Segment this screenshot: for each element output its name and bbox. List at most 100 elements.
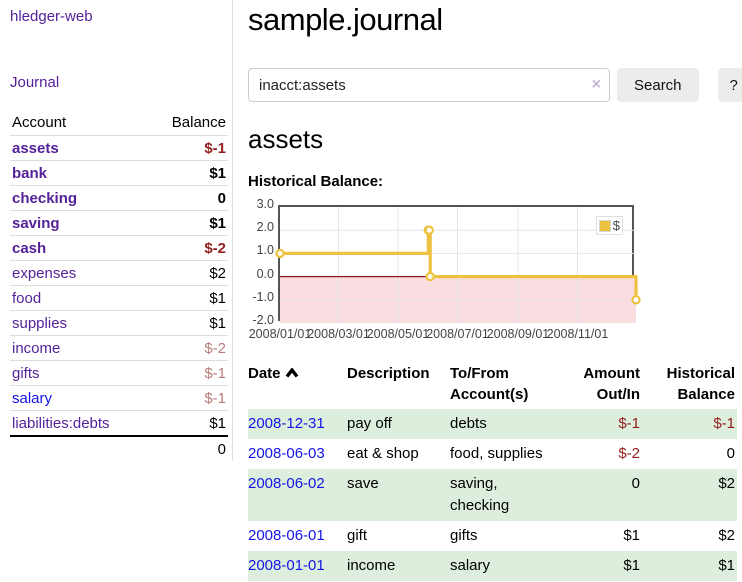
account-balance: $-1	[148, 385, 228, 411]
account-link[interactable]: gifts	[12, 364, 40, 382]
help-button[interactable]: ?	[717, 68, 742, 102]
account-link[interactable]: cash	[12, 239, 47, 257]
account-balance: 0	[148, 185, 228, 211]
accounts-total-value: 0	[148, 435, 228, 461]
transaction-amount: $-2	[618, 445, 640, 462]
transaction-amount: $-1	[578, 409, 642, 439]
x-tick-label: 2008/01/01	[248, 327, 312, 341]
transaction-date-link[interactable]: 2008-01-01	[248, 557, 325, 574]
register-table: Date Description To/From Account(s) Amou…	[248, 361, 737, 581]
transaction-accounts: debts	[450, 409, 578, 439]
y-tick-label: 3.0	[256, 197, 274, 211]
transaction-balance: $1	[642, 551, 737, 581]
accounts-header-balance: Balance	[171, 114, 226, 131]
register-table-body: 2008-12-31 pay off debts $-1 $-1 2008-06-03 ea…	[248, 409, 737, 581]
register-header-amount: Amount Out/In	[583, 365, 640, 403]
transaction-date-link[interactable]: 2008-12-31	[248, 415, 325, 432]
chart-canvas	[275, 207, 641, 323]
account-link[interactable]: saving	[12, 214, 60, 232]
transaction-amount: $1	[578, 551, 642, 581]
y-tick-label: -1.0	[252, 289, 274, 304]
account-balance: $1	[148, 410, 228, 436]
transaction-accounts: saving, checking	[450, 469, 578, 521]
journal-link[interactable]: Journal	[10, 74, 60, 91]
transaction-balance: $2	[718, 527, 735, 544]
transaction-date-link[interactable]: 2008-06-02	[248, 475, 325, 492]
x-tick-label: 2008/07/01	[426, 327, 489, 341]
account-link[interactable]: salary	[12, 389, 53, 407]
legend-swatch-icon	[598, 219, 611, 232]
account-row: salary $-1	[10, 385, 228, 411]
account-row: bank $1	[10, 160, 228, 186]
transaction-description: save	[347, 469, 450, 521]
transaction-description: eat & shop	[347, 445, 419, 462]
chart-x-axis: 2008/01/01 2008/03/01 2008/05/01 2008/07/01…	[249, 327, 638, 343]
chart-plot: $	[275, 205, 641, 323]
transaction-accounts: salary	[450, 551, 578, 581]
accounts-header-account: Account	[12, 114, 67, 131]
sidebar: hledger-web Journal Account Balance asse…	[0, 0, 233, 461]
account-row: assets $-1	[10, 135, 228, 161]
account-section-title: assets	[248, 124, 324, 154]
clear-search-icon[interactable]: ×	[591, 76, 601, 93]
account-row: expenses $2	[10, 260, 228, 286]
account-link[interactable]: supplies	[12, 314, 68, 332]
app-title-link[interactable]: hledger-web	[10, 8, 93, 25]
register-row: 2008-06-02 save saving, checking 0 $2	[248, 469, 737, 521]
register-header-date[interactable]: Date	[248, 361, 347, 409]
account-balance: $-2	[148, 335, 228, 361]
transaction-date-link[interactable]: 2008-06-03	[248, 445, 325, 462]
transaction-balance: $-1	[642, 409, 737, 439]
transaction-accounts: food, supplies	[450, 445, 543, 462]
search-input-wrap: ×	[248, 68, 610, 102]
transaction-date-link[interactable]: 2008-06-01	[248, 527, 325, 544]
account-link[interactable]: income	[12, 339, 61, 357]
register-header-balance: Historical Balance	[666, 365, 735, 403]
main-content: sample.journal × Search ? assets Histori…	[233, 0, 742, 581]
accounts-table: Account Balance assets $-1 bank $1 checking 0…	[10, 110, 228, 461]
account-row: saving $1	[10, 210, 228, 236]
account-link[interactable]: expenses	[12, 264, 77, 282]
accounts-total-row: 0	[10, 435, 228, 461]
account-balance: $-1	[148, 135, 228, 161]
transaction-amount: $1	[623, 527, 640, 544]
account-row: food $1	[10, 285, 228, 311]
transaction-description: gift	[347, 527, 368, 544]
x-tick-label: 2008/03/01	[307, 327, 370, 341]
transaction-accounts: gifts	[450, 527, 478, 544]
register-header-date-label: Date	[248, 365, 281, 382]
account-link[interactable]: assets	[12, 139, 59, 157]
search-button[interactable]: Search	[617, 68, 699, 102]
account-row: cash $-2	[10, 235, 228, 261]
account-row: supplies $1	[10, 310, 228, 336]
transaction-balance: $2	[642, 469, 737, 521]
balance-chart: 3.0 2.0 1.0 0.0 -1.0 -2.0 $ 2008/01/01 2008/03…	[248, 197, 722, 343]
legend-label: $	[612, 218, 620, 233]
account-balance: $1	[148, 310, 228, 336]
account-balance: $1	[148, 210, 228, 236]
search-input[interactable]	[248, 68, 610, 102]
y-tick-label: 1.0	[256, 243, 274, 258]
account-balance: $1	[148, 160, 228, 186]
page-title: sample.journal	[248, 2, 443, 37]
register-row: 2008-12-31 pay off debts $-1 $-1	[248, 409, 737, 439]
transaction-description: pay off	[347, 409, 450, 439]
account-link[interactable]: food	[12, 289, 42, 307]
chart-legend: $	[595, 216, 623, 235]
app-title: hledger-web	[10, 8, 228, 26]
transaction-amount: 0	[578, 469, 642, 521]
y-tick-label: 2.0	[256, 220, 274, 235]
x-tick-label: 2008/05/01	[366, 327, 430, 341]
transaction-description: income	[347, 551, 450, 581]
account-balance: $1	[148, 285, 228, 311]
account-row: income $-2	[10, 335, 228, 361]
y-tick-label: -2.0	[252, 313, 274, 327]
account-link[interactable]: bank	[12, 164, 48, 182]
account-balance: $2	[148, 260, 228, 286]
accounts-table-body: assets $-1 bank $1 checking 0 saving $1 cash $-2 e…	[10, 135, 228, 436]
search-form: × Search ?	[248, 68, 742, 102]
account-link[interactable]: liabilities:debts	[12, 414, 110, 432]
x-tick-label: 2008/09/01	[486, 327, 550, 341]
account-link[interactable]: checking	[12, 189, 78, 207]
